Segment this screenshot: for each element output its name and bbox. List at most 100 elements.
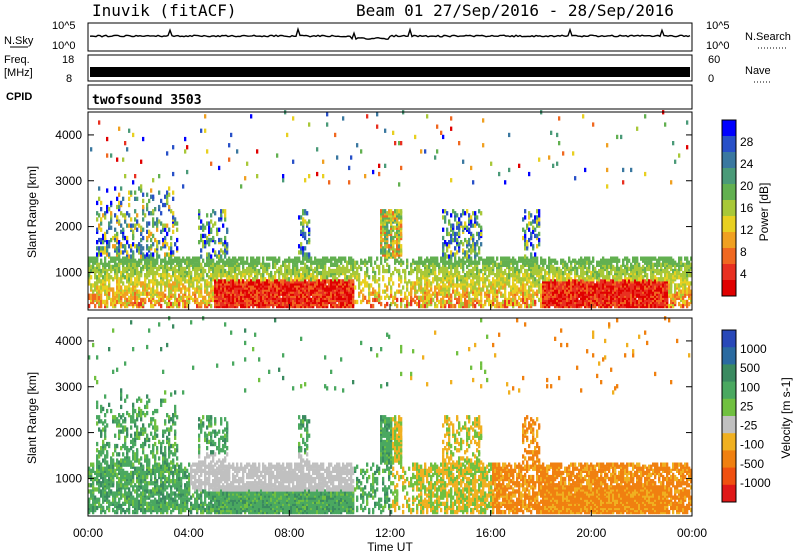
heatmap-cell <box>104 246 107 251</box>
heatmap-cell <box>446 231 449 237</box>
heatmap-cell <box>242 264 245 270</box>
heatmap-cell <box>266 262 269 267</box>
heatmap-cell <box>164 202 167 208</box>
heatmap-cell <box>480 211 483 216</box>
heatmap-cell <box>96 227 99 232</box>
heatmap-cell <box>504 260 507 265</box>
heatmap-cell <box>304 231 307 237</box>
heatmap-cell <box>440 256 443 261</box>
heatmap-cell <box>154 289 157 294</box>
heatmap-cell <box>512 293 515 298</box>
heatmap-cell <box>296 279 299 284</box>
heatmap-cell <box>494 303 497 309</box>
heatmap-cell <box>470 297 473 303</box>
heatmap-cell <box>166 264 169 270</box>
heatmap-cell <box>456 225 459 230</box>
heatmap-cell <box>374 275 377 280</box>
heatmap-cell <box>524 237 527 243</box>
heatmap-cell <box>330 291 333 296</box>
heatmap-cell <box>142 264 145 270</box>
heatmap-cell <box>156 240 159 245</box>
heatmap-cell <box>526 293 529 298</box>
heatmap-cell <box>142 235 145 241</box>
heatmap-cell <box>228 270 231 276</box>
heatmap-cell <box>526 297 529 303</box>
heatmap-cell <box>414 281 417 286</box>
heatmap-cell <box>534 252 537 257</box>
heatmap-cell <box>548 155 551 160</box>
heatmap-cell <box>526 277 529 282</box>
heatmap-cell <box>104 275 107 280</box>
heatmap-cell <box>166 242 169 247</box>
heatmap-cell <box>514 301 517 307</box>
heatmap-cell <box>178 285 181 290</box>
heatmap-cell <box>492 256 495 261</box>
heatmap-cell <box>494 297 497 303</box>
heatmap-cell <box>232 279 235 284</box>
heatmap-cell <box>172 211 175 216</box>
heatmap-cell <box>124 295 127 300</box>
heatmap-cell <box>588 256 591 261</box>
heatmap-cell <box>336 266 339 272</box>
heatmap-cell <box>502 299 505 305</box>
heatmap-cell <box>384 209 387 214</box>
heatmap-cell <box>198 260 201 265</box>
heatmap-cell <box>138 301 141 307</box>
heatmap-cell <box>568 279 571 284</box>
heatmap-cell <box>534 268 537 274</box>
heatmap-cell <box>296 260 299 265</box>
heatmap-cell <box>138 250 141 255</box>
heatmap-cell <box>344 270 347 276</box>
heatmap-cell <box>364 262 367 267</box>
heatmap-cell <box>218 279 221 284</box>
heatmap-cell <box>150 256 153 261</box>
heatmap-cell <box>306 252 309 257</box>
heatmap-cell <box>178 277 181 282</box>
heatmap-cell <box>582 279 585 284</box>
heatmap-cell <box>148 198 151 204</box>
heatmap-cell <box>162 281 165 286</box>
heatmap-cell <box>334 303 337 309</box>
heatmap-cell <box>476 287 479 292</box>
heatmap-cell <box>114 244 117 249</box>
heatmap-cell <box>144 291 147 296</box>
heatmap-cell <box>446 242 449 247</box>
heatmap-cell <box>276 258 279 263</box>
heatmap-cell <box>458 248 461 253</box>
heatmap-cell <box>204 233 207 239</box>
heatmap-cell <box>280 297 283 303</box>
heatmap-cell <box>160 279 163 284</box>
heatmap-cell <box>438 277 441 282</box>
heatmap-cell <box>446 285 449 290</box>
heatmap-cell <box>412 297 415 303</box>
heatmap-cell <box>288 268 291 274</box>
heatmap-cell <box>164 281 167 286</box>
heatmap-cell <box>134 196 137 201</box>
heatmap-cell <box>476 240 479 245</box>
heatmap-cell <box>420 295 423 300</box>
heatmap-cell <box>378 277 381 282</box>
heatmap-cell <box>602 268 605 274</box>
nsky-trace <box>89 26 691 41</box>
heatmap-cell <box>216 260 219 265</box>
heatmap-cell <box>232 275 235 280</box>
heatmap-cell <box>106 289 109 294</box>
heatmap-cell <box>378 287 381 292</box>
heatmap-cell <box>478 250 481 255</box>
heatmap-cell <box>110 301 113 307</box>
heatmap-cell <box>394 295 397 300</box>
heatmap-cell <box>424 303 427 309</box>
heatmap-cell <box>510 266 513 272</box>
heatmap-cell <box>524 262 527 267</box>
heatmap-cell <box>480 287 483 292</box>
heatmap-cell <box>104 231 107 237</box>
heatmap-cell <box>136 244 139 249</box>
heatmap-cell <box>390 277 393 282</box>
heatmap-cell <box>454 293 457 298</box>
heatmap-cell <box>438 268 441 274</box>
heatmap-cell <box>166 279 169 284</box>
heatmap-cell <box>174 268 177 274</box>
heatmap-cell <box>614 277 617 282</box>
heatmap-cell <box>386 223 389 228</box>
heatmap-cell <box>350 279 353 284</box>
